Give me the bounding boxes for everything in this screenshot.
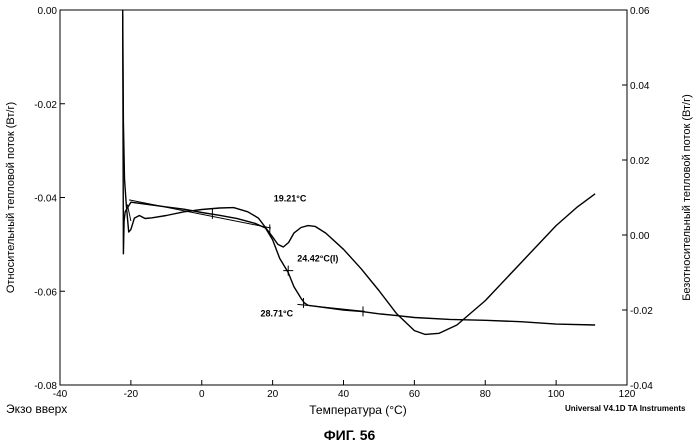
- y-right-tick-label: 0.06: [630, 6, 650, 17]
- x-tick-label: -20: [124, 389, 139, 400]
- x-tick-label: 60: [409, 389, 421, 400]
- axis-ticks: -40 -20 0 20 40 60 80 100 120 0.00 -0.02 -0.04 -0.06…: [34, 6, 653, 400]
- annotation-label-3: 28.71°C: [260, 308, 293, 318]
- series-line-2: [122, 9, 596, 336]
- y-axis-left-label: Относительный тепловой поток (Вт/г): [5, 102, 17, 293]
- y-right-tick-label: 0.04: [630, 81, 650, 92]
- series-group: [122, 9, 596, 336]
- figure-label: ФИГ. 56: [323, 427, 376, 443]
- x-axis-label: Температура (°C): [309, 403, 406, 417]
- y-left-tick-label: 0.00: [38, 6, 58, 17]
- x-tick-label: -40: [53, 389, 68, 400]
- y-right-tick-label: 0.00: [630, 231, 650, 242]
- x-tick-label: 20: [267, 389, 279, 400]
- x-tick-label: 40: [338, 389, 350, 400]
- y-left-tick-label: -0.08: [34, 381, 57, 392]
- annotation-label-1: 19.21°C: [274, 193, 307, 203]
- dsc-chart: -40 -20 0 20 40 60 80 100 120 0.00 -0.02 -0.04 -0.06…: [5, 6, 693, 417]
- y-right-tick-label: -0.02: [630, 306, 653, 317]
- y-left-tick-label: -0.02: [34, 100, 57, 111]
- y-axis-right-label: Безотносительный тепловой поток (Вт/г): [681, 94, 693, 301]
- series-line-1: [122, 14, 596, 326]
- x-tick-label: 100: [548, 389, 565, 400]
- x-tick-label: 120: [619, 389, 636, 400]
- instrument-note: Universal V4.1D TA Instruments: [565, 404, 686, 413]
- plot-frame: [59, 9, 628, 386]
- y-right-tick-label: 0.02: [630, 156, 650, 167]
- y-left-tick-label: -0.06: [34, 287, 57, 298]
- x-tick-label: 0: [199, 389, 205, 400]
- baseline-post: [297, 303, 365, 312]
- exo-up-note: Экзо вверх: [6, 402, 68, 416]
- annotation-label-2: 24.42°C(I): [297, 253, 338, 263]
- spike-tangent: [126, 204, 132, 222]
- plot-border: [59, 9, 628, 386]
- baseline-pre: [129, 199, 271, 229]
- annotation-marks: 19.21°C 24.42°C(I) 28.71°C: [126, 193, 365, 318]
- x-tick-label: 80: [480, 389, 492, 400]
- y-left-tick-label: -0.04: [34, 194, 57, 205]
- y-right-tick-label: -0.04: [630, 381, 653, 392]
